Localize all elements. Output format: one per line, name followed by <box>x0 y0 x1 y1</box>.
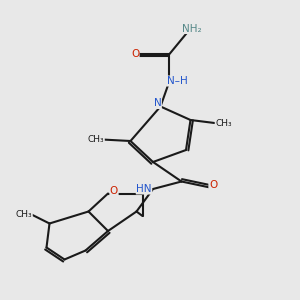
Text: O: O <box>209 179 217 190</box>
Text: CH₃: CH₃ <box>16 210 32 219</box>
Text: HN: HN <box>136 184 152 194</box>
Text: O: O <box>131 49 139 59</box>
Text: N–H: N–H <box>167 76 188 86</box>
Text: CH₃: CH₃ <box>88 135 104 144</box>
Text: CH₃: CH₃ <box>215 118 232 127</box>
Text: N: N <box>154 98 161 109</box>
Text: NH₂: NH₂ <box>182 23 202 34</box>
Text: O: O <box>110 185 118 196</box>
